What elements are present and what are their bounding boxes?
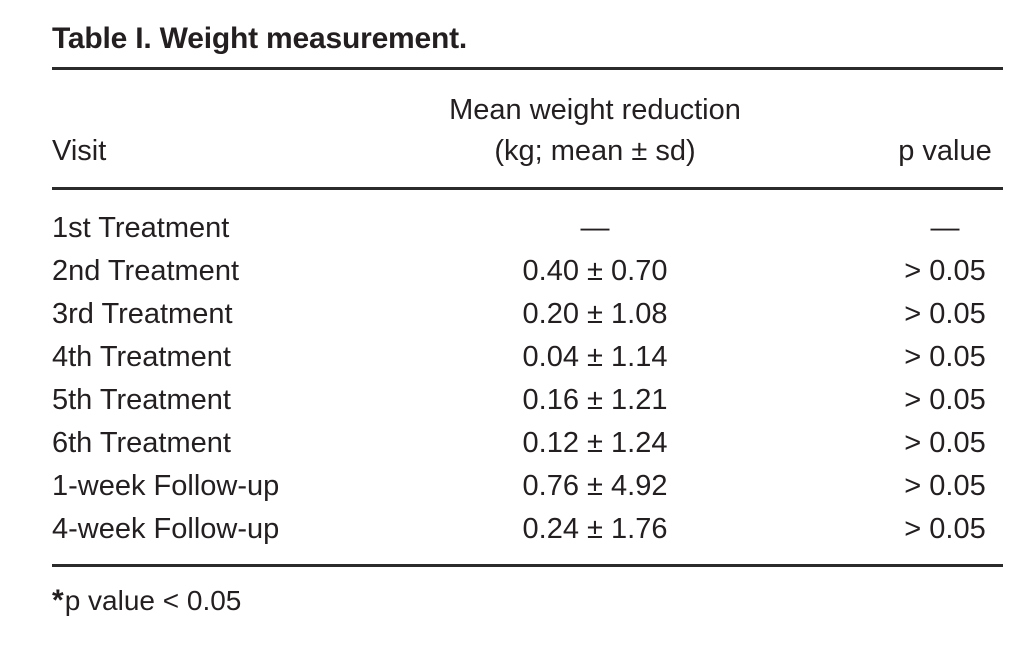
col-header-mean-line1: Mean weight reduction — [449, 94, 741, 126]
pvalue-cell: > 0.05 — [904, 384, 986, 417]
col-header-mean-line2: (kg; mean ± sd) — [494, 135, 696, 168]
pvalue-cell: > 0.05 — [904, 470, 986, 503]
table-row: 2nd Treatment 0.40 ± 0.70 > 0.05 — [52, 250, 1003, 293]
pvalue-cell: — — [930, 212, 960, 245]
table-row: 1-week Follow-up 0.76 ± 4.92 > 0.05 — [52, 465, 1003, 508]
footnote-asterisk: * — [52, 584, 64, 618]
header-row: Visit Mean weight reduction (kg; mean ± … — [52, 66, 1003, 191]
visit-cell: 4th Treatment — [52, 341, 231, 374]
mean-reduction-cell: — — [580, 212, 610, 245]
table-row: 3rd Treatment 0.20 ± 1.08 > 0.05 — [52, 293, 1003, 336]
table-row: 4th Treatment 0.04 ± 1.14 > 0.05 — [52, 336, 1003, 379]
mean-reduction-cell: 0.40 ± 0.70 — [522, 255, 668, 288]
table-title: Table I. Weight measurement. — [52, 22, 468, 55]
visit-cell: 6th Treatment — [52, 427, 231, 460]
visit-cell: 2nd Treatment — [52, 255, 239, 288]
footnote: *p value < 0.05 — [52, 584, 1003, 618]
mean-reduction-cell: 0.24 ± 1.76 — [303, 508, 887, 568]
mean-reduction-cell: 0.04 ± 1.14 — [522, 341, 668, 374]
table-row: 6th Treatment 0.12 ± 1.24 > 0.05 — [52, 422, 1003, 465]
weight-measurement-table: Visit Mean weight reduction (kg; mean ± … — [52, 66, 1003, 568]
mean-reduction-cell: 0.16 ± 1.21 — [522, 384, 668, 417]
pvalue-cell: > 0.05 — [904, 341, 986, 374]
col-header-visit: Visit — [52, 66, 303, 191]
table-row: 1st Treatment — — — [52, 189, 1003, 251]
visit-cell: 3rd Treatment — [52, 298, 233, 331]
table-row: 4-week Follow-up 0.24 ± 1.76 > 0.05 — [52, 508, 1003, 568]
visit-cell: 4-week Follow-up — [52, 508, 303, 568]
table-body: 1st Treatment — — 2nd Treatment 0.40 ± 0… — [52, 189, 1003, 568]
pvalue-cell: > 0.05 — [904, 255, 986, 288]
mean-reduction-cell: 0.76 ± 4.92 — [522, 470, 668, 503]
col-header-mean-reduction: Mean weight reduction (kg; mean ± sd) — [303, 66, 887, 191]
visit-cell: 1-week Follow-up — [52, 470, 280, 503]
table-header: Visit Mean weight reduction (kg; mean ± … — [52, 66, 1003, 191]
mean-reduction-cell: 0.12 ± 1.24 — [522, 427, 668, 460]
pvalue-cell: > 0.05 — [904, 427, 986, 460]
table-row: 5th Treatment 0.16 ± 1.21 > 0.05 — [52, 379, 1003, 422]
pvalue-cell: > 0.05 — [887, 508, 1003, 568]
footnote-text: p value < 0.05 — [64, 585, 242, 617]
mean-reduction-cell: 0.20 ± 1.08 — [522, 298, 668, 331]
visit-cell: 5th Treatment — [52, 384, 231, 417]
pvalue-cell: > 0.05 — [904, 298, 986, 331]
visit-cell: 1st Treatment — [52, 212, 230, 245]
col-header-pvalue: p value — [887, 66, 1003, 191]
